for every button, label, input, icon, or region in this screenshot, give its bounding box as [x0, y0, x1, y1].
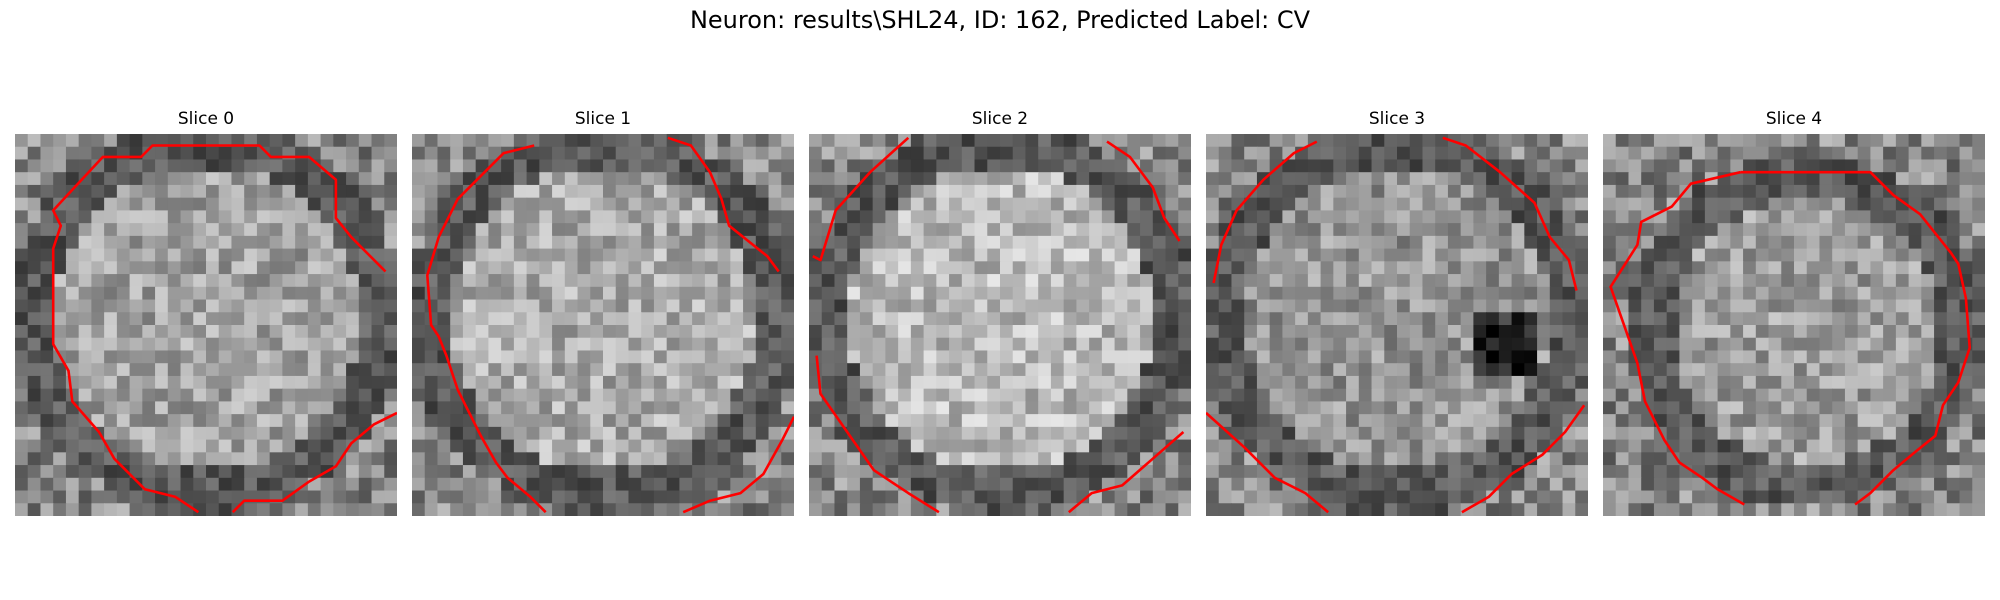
- slice-3-contour-3: [1461, 404, 1586, 514]
- slice-2-title: Slice 2: [971, 109, 1029, 129]
- slice-0-contour-2: [231, 411, 397, 514]
- slice-3-contour-2: [1206, 411, 1330, 514]
- slice-0-image: [15, 134, 397, 516]
- slice-1-title: Slice 1: [574, 109, 632, 129]
- figure-title: Neuron: results\SHL24, ID: 162, Predicte…: [689, 6, 1311, 34]
- slice-4-image: [1603, 134, 1985, 516]
- slice-1-image: [412, 134, 794, 516]
- slice-4-contour-1: [1740, 170, 1972, 506]
- slice-0-title: Slice 0: [177, 109, 235, 129]
- slice-4-title: Slice 4: [1765, 109, 1823, 129]
- slice-1-contour-1: [667, 136, 780, 273]
- slice-3-contour-0: [1212, 140, 1318, 284]
- slice-3-image: [1206, 134, 1588, 516]
- slice-3-contour-1: [1442, 136, 1578, 291]
- slice-2-contour-0: [812, 136, 910, 262]
- slice-1-contour-0: [426, 144, 547, 514]
- slice-0-contour-0: [51, 144, 206, 514]
- slice-2-contour-1: [1106, 140, 1181, 242]
- slice-2-image: [809, 134, 1191, 516]
- slice-2-contour-2: [815, 355, 940, 514]
- slice-4-contour-0: [1609, 170, 1745, 506]
- slice-1-contour-2: [682, 416, 794, 514]
- slice-0-contour-1: [206, 144, 387, 273]
- slice-3-title: Slice 3: [1368, 109, 1426, 129]
- slice-2-contour-3: [1067, 431, 1185, 514]
